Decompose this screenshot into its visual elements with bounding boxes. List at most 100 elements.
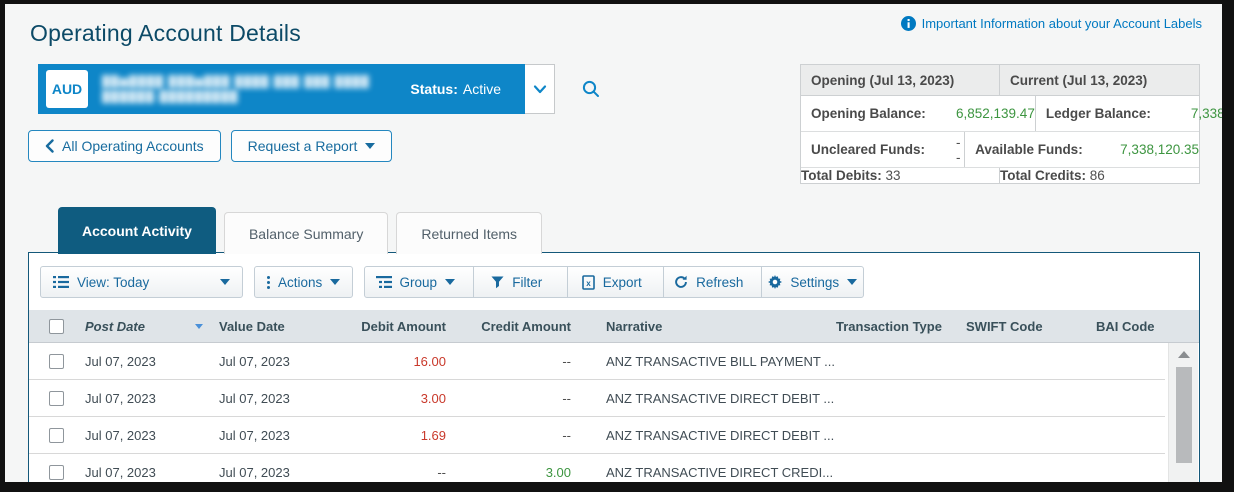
total-credits-label: Total Credits:: [1000, 168, 1087, 183]
account-selector-bar[interactable]: AUD ██▆████ ███▆███ ████ ███ ███ ████ ██…: [38, 64, 525, 114]
export-button[interactable]: x Export: [567, 267, 655, 297]
group-label: Group: [399, 274, 438, 290]
account-labels-info-link[interactable]: Important Information about your Account…: [900, 16, 1202, 31]
caret-down-icon: [330, 279, 341, 285]
available-funds-label: Available Funds:: [975, 142, 1083, 157]
row-checkbox[interactable]: [49, 427, 64, 443]
svg-text:x: x: [586, 279, 591, 288]
app-window: Operating Account Details Important Info…: [5, 4, 1222, 482]
tab-returned-items[interactable]: Returned Items: [396, 212, 543, 254]
table-row[interactable]: Jul 07, 2023 Jul 07, 2023 -- 3.00 ANZ TR…: [29, 454, 1165, 482]
tab-balance-summary[interactable]: Balance Summary: [223, 212, 389, 254]
caret-down-icon: [445, 279, 456, 285]
request-report-button[interactable]: Request a Report: [230, 130, 393, 162]
settings-dropdown[interactable]: Settings: [761, 267, 863, 297]
search-icon: [581, 79, 601, 99]
scrollbar-thumb[interactable]: [1176, 367, 1192, 463]
scrollbar-up-arrow-icon[interactable]: [1178, 351, 1190, 358]
view-dropdown[interactable]: View: Today: [40, 266, 243, 298]
total-credits-value: 86: [1089, 168, 1105, 183]
account-identity: ██▆████ ███▆███ ████ ███ ███ ████ ██████…: [102, 76, 370, 103]
account-status: Status: Active: [410, 64, 501, 114]
tab-account-activity[interactable]: Account Activity: [58, 207, 216, 254]
column-header-debit-amount[interactable]: Debit Amount: [361, 318, 446, 334]
balance-summary-panel: Opening (Jul 13, 2023) Current (Jul 13, …: [800, 64, 1222, 184]
transaction-rows: Jul 07, 2023 Jul 07, 2023 16.00 -- ANZ T…: [29, 343, 1165, 482]
actions-label: Actions: [278, 274, 323, 290]
table-scrollbar: [1168, 343, 1198, 482]
sort-desc-icon: [195, 323, 203, 329]
account-actions-row: All Operating Accounts Request a Report: [28, 130, 393, 162]
all-operating-accounts-label: All Operating Accounts: [62, 138, 204, 154]
row-checkbox[interactable]: [49, 464, 64, 480]
account-selector: AUD ██▆████ ███▆███ ████ ███ ███ ████ ██…: [38, 64, 611, 114]
total-debits-label: Total Debits:: [801, 168, 882, 183]
summary-row: Uncleared Funds: -- Available Funds: 7,3…: [801, 132, 1199, 168]
summary-current-header: Current (Jul 13, 2023): [1010, 72, 1148, 88]
view-dropdown-label: View: Today: [77, 274, 150, 290]
actions-dropdown[interactable]: Actions: [254, 266, 354, 298]
uncleared-funds-label: Uncleared Funds:: [811, 142, 926, 157]
row-checkbox[interactable]: [49, 390, 64, 406]
info-icon: [900, 16, 916, 31]
table-row[interactable]: Jul 07, 2023 Jul 07, 2023 3.00 -- ANZ TR…: [29, 380, 1165, 417]
summary-row: Total Debits: 33 Total Credits: 86: [801, 168, 1199, 183]
refresh-label: Refresh: [696, 274, 744, 290]
refresh-icon: [674, 275, 688, 289]
table-header-row: Post Date Value Date Debit Amount Credit…: [29, 310, 1199, 343]
select-all-checkbox[interactable]: [49, 318, 64, 334]
row-checkbox[interactable]: [49, 353, 64, 369]
chevron-left-icon: [45, 139, 54, 153]
filter-label: Filter: [512, 274, 543, 290]
table-row[interactable]: Jul 07, 2023 Jul 07, 2023 16.00 -- ANZ T…: [29, 343, 1165, 380]
group-dropdown[interactable]: Group: [365, 267, 465, 297]
column-header-post-date[interactable]: Post Date: [85, 319, 219, 334]
account-search-button[interactable]: [571, 64, 611, 114]
info-link-label: Important Information about your Account…: [921, 16, 1202, 31]
status-value: Active: [462, 81, 501, 97]
caret-down-icon: [365, 143, 376, 149]
table-row[interactable]: Jul 07, 2023 Jul 07, 2023 1.69 -- ANZ TR…: [29, 417, 1165, 454]
status-label: Status:: [410, 81, 458, 97]
refresh-button[interactable]: Refresh: [663, 267, 753, 297]
tab-bar: Account Activity Balance Summary Returne…: [58, 207, 543, 254]
group-icon: [375, 276, 392, 288]
total-debits-value: 33: [885, 168, 901, 183]
column-header-bai-code[interactable]: BAI Code: [1096, 318, 1155, 334]
account-dropdown-toggle[interactable]: [525, 64, 555, 114]
export-label: Export: [602, 274, 642, 290]
summary-opening-header: Opening (Jul 13, 2023): [801, 65, 1000, 95]
opening-balance-label: Opening Balance:: [811, 106, 926, 121]
column-header-transaction-type[interactable]: Transaction Type: [836, 318, 942, 334]
all-operating-accounts-button[interactable]: All Operating Accounts: [28, 130, 221, 162]
request-report-label: Request a Report: [247, 138, 358, 154]
activity-toolbar: View: Today Actions Group: [40, 266, 865, 298]
account-number-redacted: ██████-█████████: [102, 90, 239, 103]
opening-balance-value: 6,852,139.47: [956, 106, 1035, 121]
vertical-dots-icon: [267, 275, 270, 289]
column-header-value-date[interactable]: Value Date: [219, 318, 285, 334]
account-activity-panel: View: Today Actions Group: [28, 252, 1200, 482]
caret-down-icon: [847, 279, 858, 285]
filter-funnel-icon: [491, 275, 504, 289]
filter-button[interactable]: Filter: [473, 267, 559, 297]
export-excel-icon: x: [581, 274, 595, 290]
column-header-swift-code[interactable]: SWIFT Code: [966, 318, 1043, 334]
column-header-credit-amount[interactable]: Credit Amount: [481, 318, 571, 334]
caret-down-icon: [220, 279, 230, 285]
page-title: Operating Account Details: [30, 20, 301, 46]
settings-label: Settings: [790, 274, 840, 290]
summary-header-row: Opening (Jul 13, 2023) Current (Jul 13, …: [801, 65, 1199, 96]
ledger-balance-value: 7,338,120.35: [1190, 106, 1222, 121]
list-view-icon: [53, 276, 69, 288]
currency-badge: AUD: [46, 70, 88, 108]
gear-icon: [768, 275, 783, 289]
available-funds-value: 7,338,120.35: [1120, 142, 1199, 157]
account-name-redacted: ██▆████ ███▆███ ████ ███ ███ ████: [102, 75, 370, 88]
column-header-narrative[interactable]: Narrative: [606, 318, 663, 334]
summary-row: Opening Balance: 6,852,139.47 Ledger Bal…: [801, 96, 1222, 132]
uncleared-funds-value: --: [956, 134, 961, 165]
toolbar-button-group: Group Filter x Export: [364, 266, 865, 298]
chevron-down-icon: [533, 84, 547, 95]
ledger-balance-label: Ledger Balance:: [1045, 106, 1151, 121]
